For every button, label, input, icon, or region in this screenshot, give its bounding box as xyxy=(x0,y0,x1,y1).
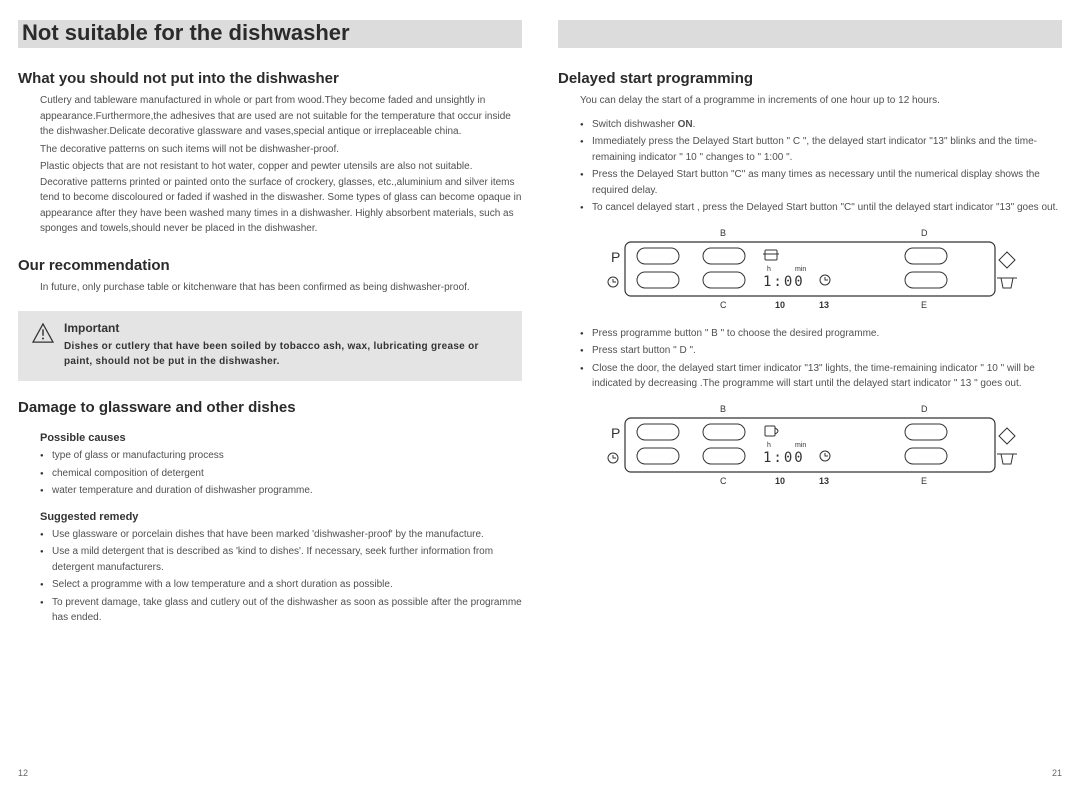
list-item: Close the door, the delayed start timer … xyxy=(580,361,1062,392)
svg-text:1:00: 1:00 xyxy=(763,450,805,466)
panel-label-C: C xyxy=(720,476,727,486)
callout-body: Dishes or cutlery that have been soiled … xyxy=(64,339,508,369)
steps-list-1: Switch dishwasher ON. Immediately press … xyxy=(558,117,1062,218)
panel-label-10: 10 xyxy=(775,476,785,486)
panel-label-D: D xyxy=(921,404,928,414)
page-number-right: 21 xyxy=(1052,768,1062,778)
panel-label-D: D xyxy=(921,228,928,238)
panel-svg: P h min 1:00 xyxy=(595,230,1025,314)
heading-what-not: What you should not put into the dishwas… xyxy=(18,70,522,87)
steps-list-2: Press programme button " B " to choose t… xyxy=(558,326,1062,394)
para: The decorative patterns on such items wi… xyxy=(40,142,522,158)
right-page: Delayed start programming You can delay … xyxy=(558,20,1062,778)
panel-label-10: 10 xyxy=(775,300,785,310)
text-bold: ON xyxy=(678,119,693,130)
svg-text:h: h xyxy=(767,442,771,449)
subheading-causes: Possible causes xyxy=(18,432,522,444)
control-panel-diagram-2: P h min 1:00 xyxy=(558,406,1062,490)
para: In future, only purchase table or kitche… xyxy=(40,280,522,296)
subheading-remedy: Suggested remedy xyxy=(18,511,522,523)
panel-label-B: B xyxy=(720,404,726,414)
list-item: Switch dishwasher ON. xyxy=(580,117,1062,133)
callout-content: Important Dishes or cutlery that have be… xyxy=(64,321,508,369)
list-item: Use a mild detergent that is described a… xyxy=(40,544,522,575)
list-item: Press the Delayed Start button "C" as ma… xyxy=(580,167,1062,198)
list-item: water temperature and duration of dishwa… xyxy=(40,483,522,499)
left-title: Not suitable for the dishwasher xyxy=(22,20,350,46)
remedy-list: Use glassware or porcelain dishes that h… xyxy=(18,527,522,628)
list-item: Immediately press the Delayed Start butt… xyxy=(580,134,1062,165)
text: . xyxy=(693,119,696,130)
para: Cutlery and tableware manufactured in wh… xyxy=(40,93,522,140)
heading-recommendation: Our recommendation xyxy=(18,257,522,274)
panel-label-13: 13 xyxy=(819,300,829,310)
panel-label-E: E xyxy=(921,476,927,486)
list-item: Press start button " D ". xyxy=(580,343,1062,359)
body-what-not: Cutlery and tableware manufactured in wh… xyxy=(18,93,522,239)
panel-label-13: 13 xyxy=(819,476,829,486)
left-page: Not suitable for the dishwasher What you… xyxy=(18,20,522,778)
heading-damage: Damage to glassware and other dishes xyxy=(18,399,522,416)
left-title-bar: Not suitable for the dishwasher xyxy=(18,20,522,48)
svg-text:h: h xyxy=(767,266,771,273)
svg-text:min: min xyxy=(795,266,806,273)
svg-text:P: P xyxy=(611,425,620,441)
panel-label-C: C xyxy=(720,300,727,310)
list-item: To prevent damage, take glass and cutler… xyxy=(40,595,522,626)
para: Plastic objects that are not resistant t… xyxy=(40,159,522,237)
panel-label-E: E xyxy=(921,300,927,310)
list-item: Use glassware or porcelain dishes that h… xyxy=(40,527,522,543)
body-recommendation: In future, only purchase table or kitche… xyxy=(18,280,522,298)
list-item: Press programme button " B " to choose t… xyxy=(580,326,1062,342)
important-callout: Important Dishes or cutlery that have be… xyxy=(18,311,522,381)
page-spread: Not suitable for the dishwasher What you… xyxy=(18,20,1062,778)
svg-text:min: min xyxy=(795,442,806,449)
causes-list: type of glass or manufacturing process c… xyxy=(18,448,522,501)
panel-label-B: B xyxy=(720,228,726,238)
heading-delayed: Delayed start programming xyxy=(558,70,1062,87)
list-item: type of glass or manufacturing process xyxy=(40,448,522,464)
list-item: chemical composition of detergent xyxy=(40,466,522,482)
right-title-bar xyxy=(558,20,1062,48)
body-delayed-intro: You can delay the start of a programme i… xyxy=(558,93,1062,111)
callout-title: Important xyxy=(64,321,508,335)
para: You can delay the start of a programme i… xyxy=(580,93,1062,109)
panel-svg: P h min 1:00 xyxy=(595,406,1025,490)
text: Switch dishwasher xyxy=(592,119,678,130)
warning-icon xyxy=(32,323,54,343)
page-number-left: 12 xyxy=(18,768,28,778)
list-item: To cancel delayed start , press the Dela… xyxy=(580,200,1062,216)
svg-text:P: P xyxy=(611,249,620,265)
list-item: Select a programme with a low temperatur… xyxy=(40,577,522,593)
svg-text:1:00: 1:00 xyxy=(763,274,805,290)
control-panel-diagram-1: P h min 1:00 xyxy=(558,230,1062,314)
